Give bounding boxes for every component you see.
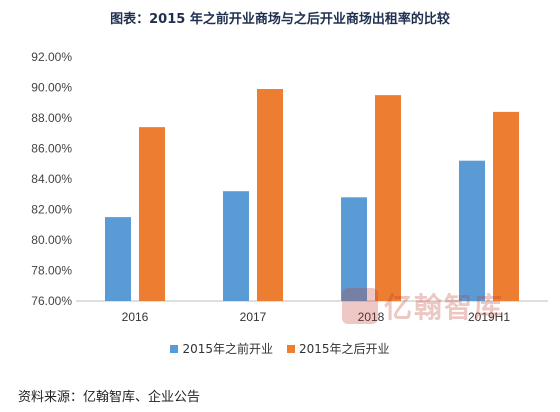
bar-series-2	[139, 127, 165, 302]
x-tick-label: 2017	[240, 310, 267, 324]
y-tick-label: 76.00%	[31, 294, 72, 308]
source-note: 资料来源：亿翰智库、企业公告	[18, 390, 201, 405]
bar-series-1	[341, 197, 367, 301]
y-tick-label: 80.00%	[31, 233, 72, 247]
x-tick-label: 2016	[122, 310, 149, 324]
legend-item-series-1: 2015年之前开业	[170, 340, 273, 357]
bar-series-1	[223, 191, 249, 301]
y-tick-label: 90.00%	[31, 81, 72, 95]
legend-label-series-1: 2015年之前开业	[182, 342, 273, 356]
chart-legend: 2015年之前开业 2015年之后开业	[0, 340, 560, 357]
y-tick-label: 84.00%	[31, 172, 72, 186]
bar-series-1	[105, 217, 131, 301]
legend-swatch-series-2	[287, 344, 295, 353]
legend-label-series-2: 2015年之后开业	[299, 342, 390, 356]
bar-series-1	[459, 160, 485, 301]
y-tick-label: 92.00%	[31, 50, 72, 64]
watermark-logo-icon	[342, 288, 378, 324]
bar-series-2	[375, 95, 401, 301]
y-tick-label: 88.00%	[31, 111, 72, 125]
x-tick-label: 2019H1	[468, 310, 510, 324]
watermark: 亿翰智库	[342, 286, 504, 326]
y-tick-label: 86.00%	[31, 142, 72, 156]
chart-title: 图表：2015 年之前开业商场与之后开业商场出租率的比较	[110, 12, 450, 27]
y-tick-label: 82.00%	[31, 203, 72, 217]
bar-series-2	[493, 111, 519, 302]
x-tick-label: 2018	[358, 310, 385, 324]
bar-series-2	[257, 89, 283, 302]
watermark-text: 亿翰智库	[384, 291, 505, 324]
legend-item-series-2: 2015年之后开业	[287, 340, 390, 357]
y-tick-label: 78.00%	[31, 264, 72, 278]
legend-swatch-series-1	[170, 344, 179, 353]
